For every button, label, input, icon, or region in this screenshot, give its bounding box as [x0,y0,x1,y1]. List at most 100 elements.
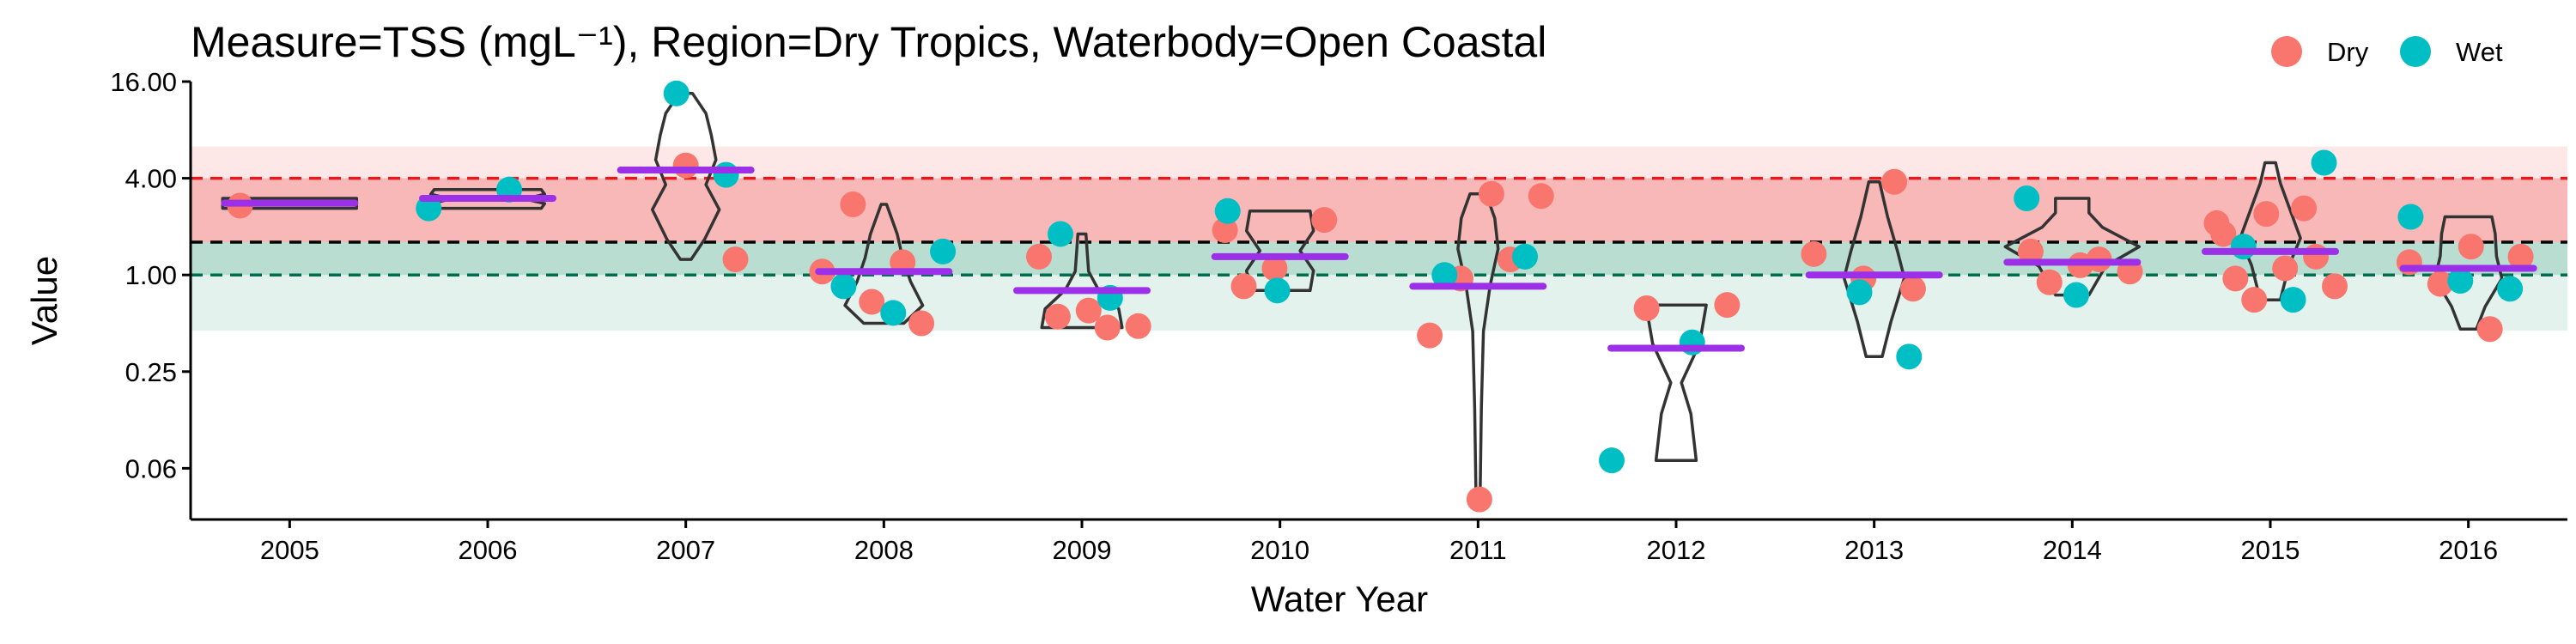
violin-2008 [843,203,925,325]
x-tick-label: 2012 [1647,535,1706,565]
point-dry-2015 [2241,287,2268,313]
point-wet-2007 [663,80,690,106]
point-wet-2011 [1431,262,1458,289]
point-dry-2013 [1899,276,1926,302]
band-upper-inner [191,178,2567,243]
plot-area [191,80,2567,513]
data-points [227,80,2534,513]
point-dry-2012 [1633,295,1660,322]
point-dry-2010 [1230,273,1257,300]
point-dry-2014 [2017,238,2044,264]
point-dry-2008 [840,191,866,218]
point-wet-2011 [1512,243,1539,270]
axes: 16.004.001.000.250.06 2005 2006 2007 2008 20… [110,67,2567,565]
point-wet-2007 [713,161,739,188]
violin-2011 [1456,191,1500,501]
point-wet-2015 [2230,234,2257,260]
point-dry-2015 [2222,265,2249,292]
point-dry-2011 [1466,486,1492,513]
point-dry-2015 [2322,273,2348,300]
x-tick-label: 2011 [1449,535,1507,565]
point-dry-2008 [859,289,885,315]
legend-item-dry: Dry [2271,36,2369,67]
point-wet-2012 [1599,447,1625,474]
violin-2016 [2433,215,2504,331]
chart-title: Measure=TSS (mgL⁻¹), Region=Dry Tropics,… [191,18,1546,66]
point-wet-2009 [1048,221,1073,247]
y-axis-title: Value [24,256,64,345]
x-tick-label: 2005 [260,535,319,565]
point-dry-2011 [1417,322,1443,349]
point-dry-2010 [1311,207,1338,234]
legend-label-dry: Dry [2327,37,2369,67]
guideline-bands [191,146,2567,331]
point-dry-2009 [1125,313,1151,339]
point-wet-2008 [830,273,857,300]
x-tick-label: 2009 [1053,535,1112,565]
point-dry-2009 [1075,297,1102,324]
band-lower-inner [191,242,2567,276]
point-dry-2015 [2303,243,2330,270]
x-tick-label: 2014 [2043,535,2102,565]
legend-swatch-dry [2271,36,2302,67]
point-dry-2007 [722,246,749,273]
point-wet-2008 [880,300,907,326]
y-ticks: 16.00 4.00 1.00 0.25 0.06 [110,67,191,483]
x-tick-label: 2016 [2439,535,2498,565]
point-wet-2010 [1214,197,1241,224]
point-dry-2009 [1044,303,1071,330]
y-tick-label: 1.00 [125,260,177,290]
x-tick-label: 2006 [459,535,518,565]
point-wet-2015 [2311,149,2337,176]
reference-lines [191,176,2567,276]
violin-2014 [2003,197,2142,297]
point-dry-2007 [672,152,699,179]
y-tick-label: 0.25 [125,357,177,387]
point-wet-2013 [1896,343,1923,370]
point-wet-2016 [2497,276,2524,302]
point-dry-2016 [2476,316,2503,343]
point-dry-2011 [1528,183,1554,210]
point-dry-2010 [1261,255,1288,282]
point-dry-2010 [1212,217,1238,244]
point-dry-2016 [2507,243,2534,270]
point-dry-2013 [1881,168,1908,195]
point-dry-2016 [2427,270,2453,297]
point-dry-2016 [2458,234,2484,260]
x-tick-label: 2015 [2241,535,2300,565]
point-dry-2015 [2210,221,2237,247]
y-tick-label: 4.00 [125,164,177,194]
point-wet-2010 [1264,277,1291,304]
point-dry-2009 [1026,243,1052,270]
point-dry-2008 [908,310,935,337]
point-wet-2015 [2280,287,2306,313]
y-tick-label: 0.06 [125,453,177,483]
point-dry-2012 [1714,292,1741,319]
point-dry-2015 [2291,195,2318,222]
legend: Dry Wet [2271,36,2503,67]
point-dry-2013 [1801,240,1827,267]
x-tick-label: 2010 [1250,535,1309,565]
point-dry-2011 [1478,180,1504,207]
mean-bars [221,167,2537,352]
point-dry-2015 [2272,255,2299,282]
legend-item-wet: Wet [2400,36,2503,67]
x-tick-label: 2013 [1844,535,1904,565]
violin-2015 [2239,161,2302,301]
x-ticks: 2005 2006 2007 2008 2009 2010 2011 2012 2013 2014… [260,519,2498,565]
point-wet-2013 [1846,279,1873,306]
legend-swatch-wet [2400,36,2431,67]
point-wet-2016 [2447,267,2474,294]
point-wet-2016 [2397,204,2424,230]
point-wet-2008 [930,238,957,264]
x-axis-title: Water Year [1251,579,1428,619]
point-wet-2006 [416,195,442,222]
x-tick-label: 2008 [854,535,914,565]
x-tick-label: 2007 [656,535,715,565]
legend-label-wet: Wet [2456,37,2503,67]
point-dry-2009 [1094,314,1121,341]
point-dry-2015 [2253,201,2280,228]
y-tick-label: 16.00 [110,67,177,97]
point-dry-2014 [2036,269,2063,295]
